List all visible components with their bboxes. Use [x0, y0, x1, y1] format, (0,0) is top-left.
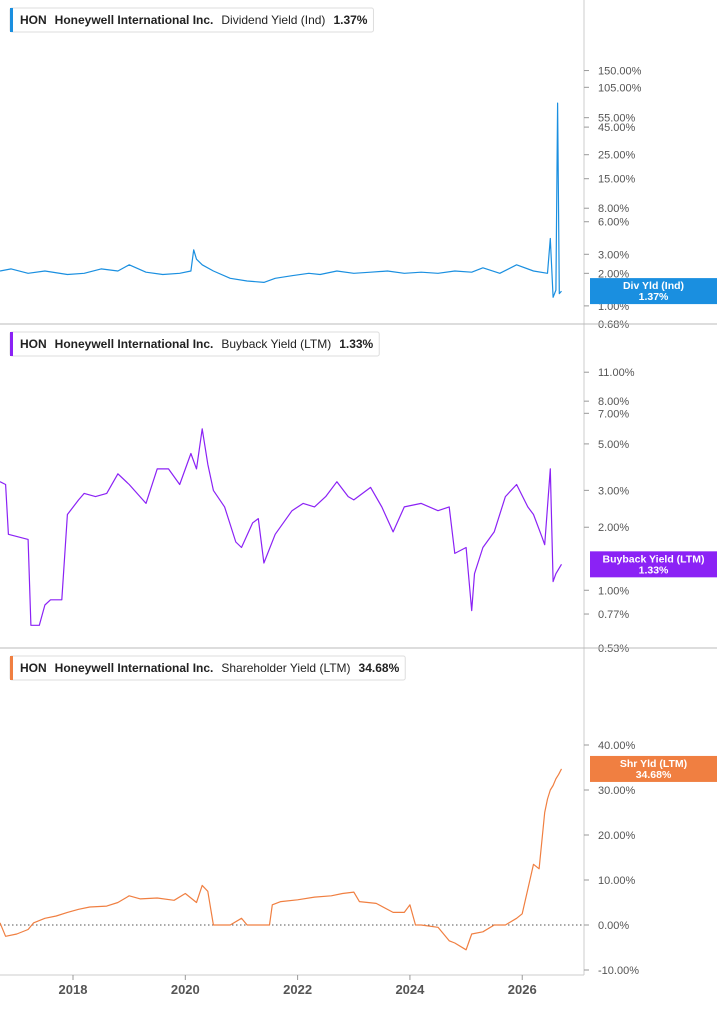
legend-value: 34.68%	[359, 661, 400, 675]
legend-company: Honeywell International Inc.	[55, 661, 214, 675]
current-value-tag-bg	[590, 551, 717, 578]
x-tick-label: 2022	[283, 982, 312, 997]
y-tick-label: 3.00%	[598, 249, 629, 261]
chart-panel-2: 11.00% 8.00%7.00% 5.00% 3.00% 2.00% 1.00% 0.77…	[0, 323, 717, 655]
x-tick-label: 2020	[171, 982, 200, 997]
current-value-tag: Buyback Yield (LTM)1.33%	[590, 551, 717, 578]
chart-panel-3: 40.00% 30.00% 20.00% 10.00% 0.00% -10.00% Shr …	[0, 647, 717, 977]
y-tick-label: 2.00%	[598, 268, 629, 280]
y-tick-label: 1.00%	[598, 585, 629, 597]
series-line	[0, 428, 563, 626]
y-tick-label: 5.00%	[598, 439, 629, 451]
current-value-tag: Shr Yld (LTM)34.68%	[590, 755, 717, 782]
y-tick-label: 6.00%	[598, 217, 629, 229]
y-tick-label: 40.00%	[598, 740, 636, 752]
legend-value: 1.33%	[339, 337, 373, 351]
y-tick-label: 10.00%	[598, 875, 636, 887]
y-tick-label: 25.00%	[598, 150, 636, 162]
legend-metric: Dividend Yield (Ind)	[221, 13, 325, 27]
legend-ticker: HON	[20, 13, 47, 27]
current-value-tag-text: Div Yld (Ind)	[623, 280, 684, 292]
y-tick-label: 105.00%	[598, 82, 642, 94]
legend-value: 1.37%	[333, 13, 367, 27]
y-tick-label: 2.00%	[598, 522, 629, 534]
y-tick-label: 30.00%	[598, 785, 636, 797]
y-tick-label: 7.00%	[598, 408, 629, 420]
current-value-tag-text: 1.33%	[639, 564, 669, 576]
legend: HON Honeywell International Inc. Sharehold…	[9, 655, 406, 681]
y-tick-label: 150.00%	[598, 66, 642, 78]
legend-metric: Buyback Yield (LTM)	[221, 337, 331, 351]
y-tick-label: 20.00%	[598, 830, 636, 842]
y-tick-label: 8.00%	[598, 396, 629, 408]
legend-metric: Shareholder Yield (LTM)	[221, 661, 350, 675]
x-tick-label: 2026	[508, 982, 537, 997]
y-tick-label: 11.00%	[598, 367, 635, 379]
legend-ticker: HON	[20, 337, 47, 351]
y-tick-label: 0.00%	[598, 920, 629, 932]
x-tick-label: 2024	[395, 982, 425, 997]
current-value-tag-bg	[590, 278, 717, 305]
series-line	[0, 768, 563, 951]
y-tick-label: 55.00%	[598, 113, 636, 125]
current-value-tag-bg	[590, 755, 717, 782]
current-value-tag-text: 34.68%	[636, 769, 672, 781]
y-tick-label: 8.00%	[598, 203, 629, 215]
chart-panel-1: 150.00% 105.00% 55.00%45.00% 25.00% 15.00% 8.…	[0, 7, 717, 331]
y-tick-label: 0.68%	[598, 319, 629, 331]
legend-company: Honeywell International Inc.	[55, 337, 214, 351]
legend: HON Honeywell International Inc. Buyback Y…	[9, 331, 380, 357]
current-value-tag-text: Buyback Yield (LTM)	[603, 553, 705, 565]
legend-company: Honeywell International Inc.	[55, 13, 214, 27]
current-value-tag-text: Shr Yld (LTM)	[620, 758, 687, 770]
series-line	[0, 102, 562, 298]
y-tick-label: 15.00%	[598, 174, 636, 186]
legend-color-marker	[10, 8, 13, 32]
x-tick-label: 2018	[59, 982, 88, 997]
y-tick-label: 45.00%	[598, 122, 636, 134]
y-tick-label: 3.00%	[598, 485, 629, 497]
current-value-tag-text: 1.37%	[639, 291, 669, 303]
current-value-tag: Div Yld (Ind)1.37%	[590, 278, 717, 305]
y-tick-label: 0.77%	[598, 609, 629, 621]
y-tick-label: 0.53%	[598, 643, 629, 655]
legend-color-marker	[10, 332, 13, 356]
y-tick-label: -10.00%	[598, 965, 639, 977]
legend: HON Honeywell International Inc. Dividend …	[9, 7, 374, 33]
legend-color-marker	[10, 656, 13, 680]
legend-ticker: HON	[20, 661, 47, 675]
